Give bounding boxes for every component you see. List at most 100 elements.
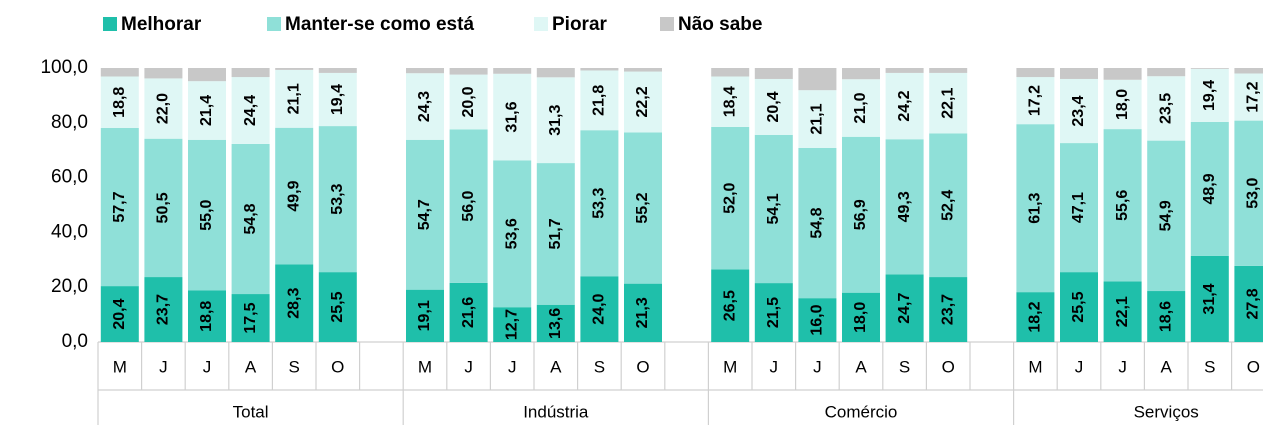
value-label: 24,4 xyxy=(242,95,259,126)
bar-segment xyxy=(624,132,662,284)
x-tick-label: J xyxy=(813,357,822,376)
bar-segment xyxy=(318,126,357,273)
value-label: 23,4 xyxy=(1070,95,1087,126)
legend-swatch xyxy=(660,17,674,31)
bar-segment xyxy=(1190,121,1229,256)
bar-segment xyxy=(1147,140,1186,292)
value-label: 18,0 xyxy=(1114,89,1131,120)
value-label: 18,4 xyxy=(721,86,738,117)
bar-segment xyxy=(100,68,139,77)
value-label: 48,9 xyxy=(1201,173,1218,204)
value-label: 24,0 xyxy=(591,293,608,324)
x-tick-label: M xyxy=(418,357,432,376)
x-tick-label: J xyxy=(203,357,212,376)
value-label: 56,0 xyxy=(460,190,477,221)
value-label: 22,1 xyxy=(939,88,956,119)
value-label: 21,1 xyxy=(809,103,826,134)
y-tick-label: 100,0 xyxy=(40,57,88,78)
value-label: 23,7 xyxy=(939,294,956,325)
x-tick-label: A xyxy=(1161,357,1173,376)
value-label: 55,2 xyxy=(634,192,651,223)
x-tick-label: O xyxy=(1247,357,1260,376)
legend-swatch xyxy=(103,17,117,31)
value-label: 54,8 xyxy=(242,203,259,234)
value-label: 53,3 xyxy=(591,188,608,219)
bar-segment xyxy=(1016,68,1055,78)
value-label: 53,3 xyxy=(329,183,346,214)
value-label: 52,0 xyxy=(721,182,738,213)
value-label: 18,8 xyxy=(198,301,215,332)
bar-segment xyxy=(1190,68,1229,69)
value-label: 24,2 xyxy=(896,90,913,121)
legend-label: Manter-se como está xyxy=(285,14,474,35)
bar-segment xyxy=(842,292,880,342)
bar-segment xyxy=(885,274,924,342)
value-label: 25,5 xyxy=(329,291,346,322)
bar-segment xyxy=(536,304,575,342)
value-label: 27,8 xyxy=(1245,288,1262,319)
value-label: 18,0 xyxy=(852,302,869,333)
bar-segment xyxy=(885,68,924,73)
value-label: 23,5 xyxy=(1157,93,1174,124)
value-label: 54,8 xyxy=(809,207,826,238)
x-tick-label: J xyxy=(770,357,779,376)
value-label: 26,5 xyxy=(721,290,738,321)
x-tick-label: M xyxy=(113,357,127,376)
value-label: 53,0 xyxy=(1245,178,1262,209)
legend-swatch xyxy=(534,17,548,31)
x-tick-label: S xyxy=(899,357,910,376)
legend-label: Piorar xyxy=(552,14,608,35)
value-label: 47,1 xyxy=(1070,192,1087,223)
bar-segment xyxy=(580,68,619,71)
bar-segment xyxy=(231,68,270,78)
bar-segment xyxy=(798,90,837,149)
bar-segment xyxy=(929,277,968,342)
bar-segment xyxy=(1016,292,1055,342)
x-tick-label: J xyxy=(1075,357,1084,376)
bar-segment xyxy=(449,282,488,342)
bar-segment xyxy=(885,139,924,275)
y-tick-label: 40,0 xyxy=(51,221,88,242)
value-label: 28,3 xyxy=(285,288,302,319)
x-tick-label: O xyxy=(636,357,649,376)
value-label: 21,3 xyxy=(634,297,651,328)
value-label: 17,2 xyxy=(1245,81,1262,112)
bar-segment xyxy=(580,130,619,277)
value-label: 56,9 xyxy=(852,199,869,230)
bar-segment xyxy=(275,264,314,342)
bar-segment xyxy=(929,68,968,73)
y-tick-label: 60,0 xyxy=(51,167,88,188)
bar-segment xyxy=(754,68,793,79)
bar-segment xyxy=(449,74,488,130)
bar-segment xyxy=(1147,291,1186,342)
value-label: 18,6 xyxy=(1157,301,1174,332)
value-label: 18,8 xyxy=(111,87,128,118)
y-tick-label: 20,0 xyxy=(51,276,88,297)
bar-segment xyxy=(493,160,532,308)
value-label: 31,3 xyxy=(547,105,564,136)
bar-segment xyxy=(711,126,750,270)
x-tick-label: O xyxy=(942,357,955,376)
x-tick-label: S xyxy=(289,357,300,376)
value-label: 49,3 xyxy=(896,191,913,222)
bar-segment xyxy=(711,269,750,342)
bar-segment xyxy=(580,276,619,342)
bar-segment xyxy=(536,77,575,164)
value-label: 18,2 xyxy=(1027,301,1044,332)
bar-segment xyxy=(493,68,532,74)
bar-segment xyxy=(188,290,226,342)
group-label: Total xyxy=(233,402,269,421)
bar-segment xyxy=(144,277,183,342)
bar-segment xyxy=(1190,68,1229,122)
bar-segment xyxy=(798,148,837,299)
bar-segment xyxy=(842,68,880,80)
bar-segment xyxy=(318,272,357,342)
value-label: 55,6 xyxy=(1114,190,1131,221)
bar-segment xyxy=(100,76,139,129)
bar-segment xyxy=(929,72,968,134)
value-label: 21,6 xyxy=(460,297,477,328)
value-label: 23,7 xyxy=(155,294,172,325)
bar-segment xyxy=(231,143,270,295)
group-label: Comércio xyxy=(825,402,898,421)
